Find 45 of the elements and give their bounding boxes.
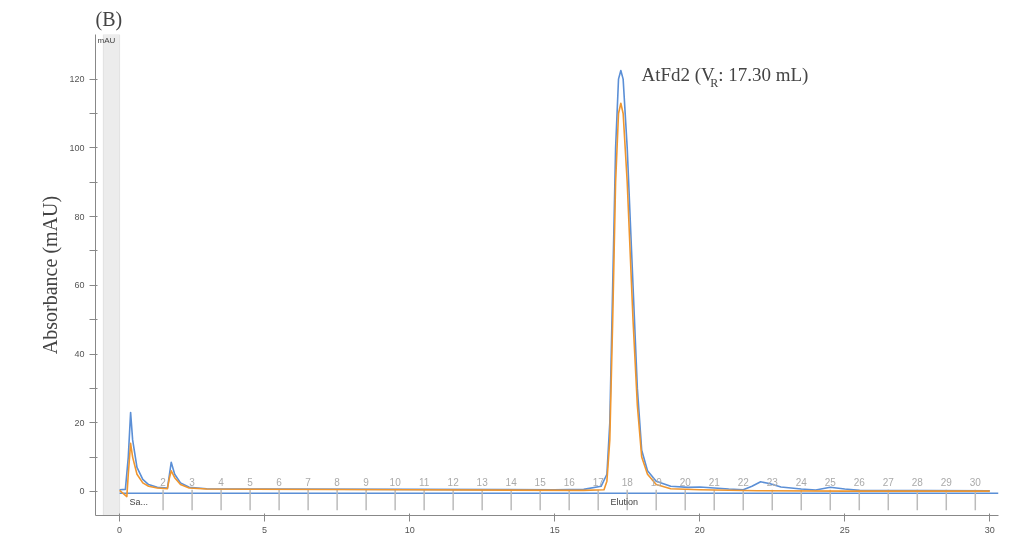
ref-line-label: 29 bbox=[940, 477, 953, 489]
ref-line-label: 30 bbox=[969, 477, 982, 489]
y-tick-label: 20 bbox=[74, 417, 85, 428]
x-tick-label: 0 bbox=[117, 524, 123, 535]
y-tick-label: 80 bbox=[74, 211, 85, 222]
x-tick-label: 5 bbox=[262, 524, 268, 535]
ref-line-label: 25 bbox=[824, 477, 837, 489]
x-tick-label: 30 bbox=[984, 524, 995, 535]
ref-line-label: 16 bbox=[563, 477, 576, 489]
ref-line-label: 13 bbox=[476, 477, 489, 489]
y-tick-label: 100 bbox=[69, 142, 85, 153]
x-tick-label: 15 bbox=[549, 524, 560, 535]
ref-line-label: 3 bbox=[189, 477, 196, 489]
ref-line-label: 21 bbox=[708, 477, 721, 489]
ref-line-label: 8 bbox=[334, 477, 341, 489]
ref-line-label: 4 bbox=[218, 477, 225, 489]
ref-line-label: 12 bbox=[447, 477, 460, 489]
ref-line-label: 18 bbox=[621, 477, 634, 489]
ref-line-label: 24 bbox=[795, 477, 808, 489]
annotation: Elution bbox=[610, 496, 639, 507]
chart-title: (B) bbox=[95, 7, 123, 31]
ref-line-label: 11 bbox=[418, 477, 430, 489]
y-axis-title: Absorbance (mAU) bbox=[39, 195, 63, 355]
ref-line-label: 9 bbox=[363, 477, 370, 489]
ref-line-label: 6 bbox=[276, 477, 283, 489]
ref-line-label: 27 bbox=[882, 477, 895, 489]
ref-line-label: 5 bbox=[247, 477, 254, 489]
ref-line-label: 7 bbox=[305, 477, 312, 489]
ref-line-label: 26 bbox=[853, 477, 866, 489]
x-tick-label: 25 bbox=[839, 524, 850, 535]
x-tick-label: 10 bbox=[404, 524, 415, 535]
annotation: mAU bbox=[97, 35, 116, 45]
x-tick-label: 20 bbox=[694, 524, 705, 535]
annotation: Sa... bbox=[129, 496, 149, 507]
y-tick-label: 120 bbox=[69, 74, 85, 85]
y-tick-label: 40 bbox=[74, 349, 85, 360]
ref-line-label: 14 bbox=[505, 477, 518, 489]
ref-line-label: 20 bbox=[679, 477, 692, 489]
ref-line-label: 10 bbox=[389, 477, 402, 489]
y-tick-label: 60 bbox=[74, 280, 85, 291]
y-tick-label: 0 bbox=[79, 486, 85, 497]
ref-line-label: 22 bbox=[737, 477, 750, 489]
ref-line-label: 2 bbox=[160, 477, 167, 489]
ref-line-label: 28 bbox=[911, 477, 924, 489]
ref-line-label: 15 bbox=[534, 477, 547, 489]
